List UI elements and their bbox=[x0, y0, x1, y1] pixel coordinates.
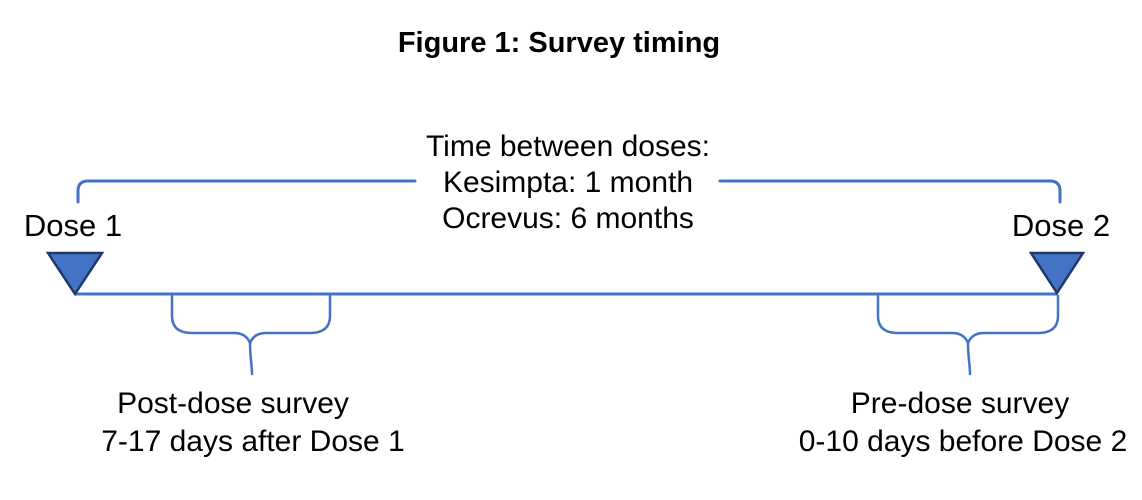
dose-2-label: Dose 2 bbox=[1012, 208, 1110, 243]
pre-dose-survey-label-line-2: 0-10 days before Dose 2 bbox=[799, 425, 1128, 458]
between-doses-bracket-right bbox=[718, 179, 1062, 204]
post-dose-survey-label-line-1: Post-dose survey bbox=[117, 387, 349, 420]
between-doses-line-2: Kesimpta: 1 month bbox=[443, 166, 693, 199]
figure-title: Figure 1: Survey timing bbox=[398, 27, 720, 59]
between-doses-line-1: Time between doses: bbox=[426, 130, 710, 163]
dose-2-triangle-icon bbox=[1028, 251, 1086, 296]
dose-1-triangle-icon bbox=[45, 251, 105, 297]
dose-1-label: Dose 1 bbox=[24, 208, 122, 243]
pre-dose-survey-brace bbox=[876, 294, 1060, 376]
between-doses-line-3: Ocrevus: 6 months bbox=[442, 202, 694, 235]
pre-dose-survey-label-line-1: Pre-dose survey bbox=[851, 387, 1069, 420]
post-dose-survey-label-line-2: 7-17 days after Dose 1 bbox=[101, 425, 405, 458]
between-doses-bracket-left bbox=[76, 179, 417, 204]
post-dose-survey-brace bbox=[170, 294, 332, 376]
